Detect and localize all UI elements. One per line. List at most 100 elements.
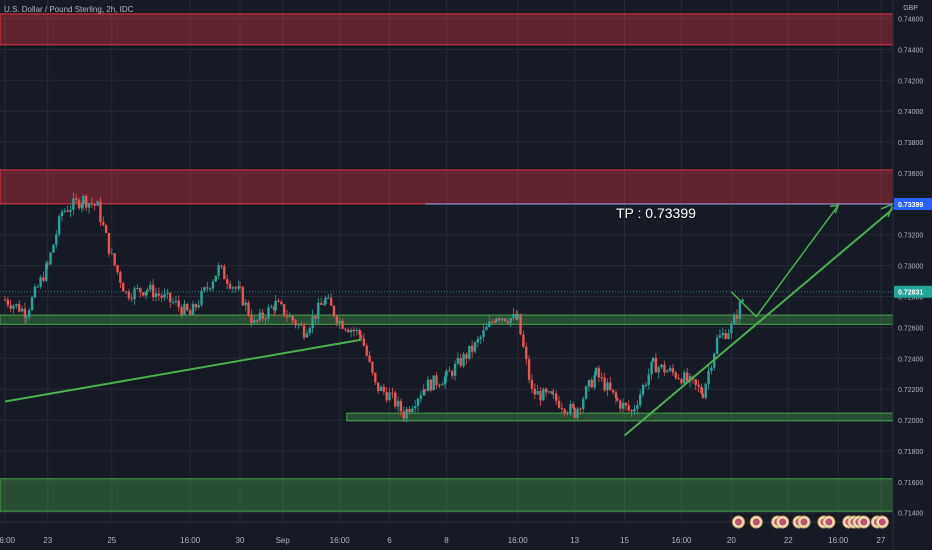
candle-body	[627, 405, 630, 411]
candle-body	[338, 320, 341, 324]
candle-body	[476, 338, 480, 343]
candle-body	[536, 391, 539, 395]
candle-body	[429, 379, 433, 391]
candle-body	[621, 402, 625, 409]
candle-body	[485, 326, 488, 331]
candle-body	[180, 307, 183, 315]
candle-body	[163, 294, 166, 298]
candle-body	[650, 361, 653, 375]
candle-body	[63, 210, 67, 212]
candle-body	[127, 291, 131, 299]
candle-body	[495, 318, 498, 322]
candle-body	[707, 371, 710, 384]
candle-body	[362, 338, 366, 346]
candle-body	[116, 265, 119, 273]
x-tick-label: 6	[387, 536, 392, 545]
candle-body	[294, 320, 297, 326]
candle-body	[308, 327, 311, 334]
candle-body	[75, 198, 78, 200]
candle-body	[426, 379, 430, 392]
candle-body	[270, 306, 273, 308]
x-tick-label: 30	[236, 536, 245, 545]
candle-body	[160, 295, 163, 298]
candle-body	[651, 357, 655, 362]
candle-body	[311, 315, 314, 328]
event-flag-inner	[752, 518, 760, 526]
zone-box	[0, 169, 894, 205]
candle-body	[416, 398, 420, 406]
candle-body	[593, 375, 596, 388]
candle-body	[119, 272, 122, 283]
candle-body	[506, 321, 509, 324]
candle-body	[99, 201, 102, 222]
candle-body	[388, 392, 391, 401]
candle-body	[445, 370, 448, 377]
candle-body	[188, 310, 192, 315]
candle-body	[547, 391, 551, 393]
candle-body	[327, 297, 330, 299]
candle-body	[715, 337, 719, 354]
candle-body	[582, 398, 585, 409]
candle-body	[368, 355, 371, 362]
candle-body	[554, 393, 558, 401]
candle-body	[735, 315, 739, 319]
x-tick-label: Sep	[276, 536, 291, 545]
y-tick-label: 0.72600	[898, 325, 923, 332]
y-tick-label: 0.71400	[898, 511, 923, 518]
candle-body	[39, 277, 42, 287]
candle-body	[527, 359, 531, 380]
candle-body	[515, 314, 518, 320]
candle-body	[399, 400, 403, 412]
candle-body	[261, 312, 264, 319]
candle-body	[250, 315, 253, 323]
event-flag-inner	[779, 518, 787, 526]
candle-body	[738, 301, 742, 319]
candle-body	[490, 321, 494, 323]
price-label-text: 0.73399	[898, 202, 923, 209]
candle-body	[663, 364, 666, 373]
symbol-title: U.S. Dollar / Pound Sterling, 2h, IDC	[4, 5, 134, 14]
y-tick-label: 0.72000	[898, 418, 923, 425]
candle-body	[324, 297, 327, 305]
y-tick-label: 0.72800	[898, 295, 923, 302]
trend-line	[4, 338, 362, 403]
candle-body	[385, 391, 388, 401]
candle-body	[379, 386, 383, 391]
candle-body	[376, 382, 380, 391]
candle-body	[66, 210, 69, 212]
arrow-head	[830, 204, 840, 214]
x-tick-label: 8	[444, 536, 449, 545]
candle-body	[633, 408, 636, 412]
candle-body	[493, 321, 497, 323]
candle-body	[600, 377, 603, 379]
candle-body	[285, 315, 289, 317]
candle-body	[174, 300, 178, 302]
candle-body	[300, 324, 303, 326]
candle-body	[700, 386, 703, 394]
y-tick-label: 0.73600	[898, 171, 923, 178]
candle-body	[405, 408, 408, 419]
candle-body	[344, 328, 347, 330]
candle-body	[566, 412, 569, 414]
candle-body	[611, 389, 615, 393]
candle-body	[666, 370, 669, 373]
candle-body	[197, 304, 200, 308]
candle-body	[587, 380, 591, 387]
candle-body	[225, 279, 229, 284]
candle-body	[45, 263, 48, 281]
candle-body	[36, 286, 39, 288]
candle-body	[573, 407, 576, 418]
candle-body	[217, 265, 220, 276]
candle-body	[396, 400, 400, 407]
event-flag-inner	[734, 518, 742, 526]
candle-body	[82, 195, 85, 205]
x-tick-label: 16:00	[828, 536, 849, 545]
candle-body	[359, 334, 363, 339]
candle-body	[522, 334, 525, 347]
candle-body	[72, 198, 75, 210]
candle-body	[28, 310, 31, 318]
candle-body	[509, 317, 512, 324]
candle-body	[391, 392, 394, 394]
